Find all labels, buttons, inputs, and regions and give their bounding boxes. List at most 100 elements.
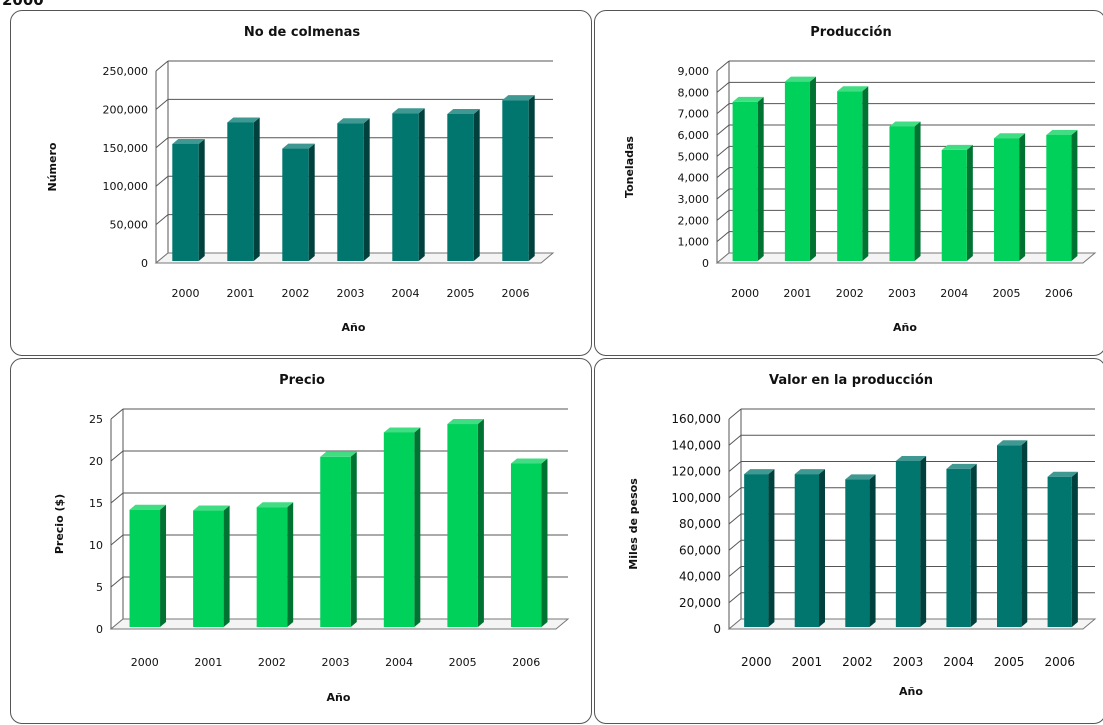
x-tick-label: 2003 [322,656,350,669]
y-axis-label: Miles de pesos [627,478,640,570]
bar-side [414,427,421,627]
y-tick-label: 160,000 [671,412,721,426]
bar [994,133,1026,261]
chart-panel-produccion: Producción 0 1,000 2,000 3,000 4,000 5,000 6,00… [594,10,1103,356]
bar [946,463,977,627]
bar-top [889,121,921,127]
chart-title: No de colmenas [244,25,360,40]
bar-side [757,96,764,261]
y-tick-label: 0 [713,622,721,636]
bar [794,469,825,627]
y-tick-label: 60,000 [679,543,721,557]
bar-side [768,469,775,627]
y-tick-label: 8,000 [678,86,710,99]
bar-front [1047,476,1072,627]
gridline-side [110,534,124,546]
bar-top [193,505,230,511]
y-tick-label: 40,000 [679,570,721,584]
bar-side [223,505,230,627]
bar-front [732,101,758,261]
bar-side [1019,133,1026,261]
gridline-side [155,137,169,149]
gridline-side [716,167,730,179]
gridline-side [155,60,169,72]
bar-front [845,479,870,627]
bar-top [282,143,315,149]
x-tick-label: 2006 [1045,287,1073,300]
x-tick-label: 2001 [194,656,222,669]
y-tick-label: 120,000 [671,465,721,479]
chart-panel-colmenas: No de colmenas 0 50,000 100,000 150,000 200,0… [10,10,592,356]
y-tick-label: 20,000 [679,596,721,610]
bar-side [920,456,927,627]
y-tick-label: 0 [141,257,148,270]
y-axis-label: Número [46,142,59,191]
bar [732,96,764,261]
y-tick-label: 0 [96,623,103,636]
chart-title: Valor en la producción [769,373,933,388]
gridline-side [110,450,124,462]
bar-top [227,117,260,123]
y-tick-label: 200,000 [103,103,149,116]
bar-top [744,469,775,475]
bar [889,121,921,261]
bar [392,108,425,262]
x-axis-label: Año [327,691,351,704]
gridline-side [728,513,742,525]
chart-panel-precio: Precio 0 5 10 15 20 25 2000 2001 2002 2003 2004 2005… [10,358,592,724]
bar [784,76,816,262]
y-tick-label: 0 [702,257,709,270]
bar-top [256,502,294,508]
bar-front [1046,135,1072,261]
gridline-side [728,539,742,551]
y-tick-label: 4,000 [678,172,710,185]
gridline-side [728,408,742,420]
bar [895,456,927,627]
bar-top [994,133,1026,139]
x-tick-label: 2001 [227,287,255,300]
gridline-side [728,487,742,499]
y-tick-label: 80,000 [679,517,721,531]
gridline-side [155,214,169,225]
bar-front [172,143,199,261]
bars [732,76,1078,262]
bar-top [837,86,869,92]
bar-side [350,451,357,627]
x-axis-label: Año [893,321,917,334]
bar-top [392,108,425,114]
y-tick-label: 250,000 [103,65,149,78]
x-tick-label: 2006 [1044,655,1075,669]
bar-front [282,148,309,261]
bar-front [193,510,224,627]
x-tick-label: 2001 [783,287,811,300]
y-axis-label: Precio ($) [53,494,66,554]
gridline-side [110,492,124,504]
bar-side [477,419,484,627]
y-tick-label: 100,000 [103,180,149,193]
bar-top [172,138,205,144]
bar [510,458,548,627]
gridline-side [716,188,730,200]
bar-side [473,109,480,262]
bar-front [794,474,819,627]
chart-svg: No de colmenas 0 50,000 100,000 150,000 200,0… [46,25,555,334]
bars [129,419,548,627]
bar [337,118,370,261]
gridline-side [155,99,169,110]
y-tick-label: 5 [96,581,103,594]
bar-front [895,461,921,627]
bar-front [392,113,419,262]
bar [129,504,167,627]
y-tick-label: 7,000 [678,108,710,121]
bar-front [941,149,967,261]
bar [502,95,535,262]
x-tick-label: 2005 [993,287,1021,300]
bar-top [784,76,816,82]
bar-side [818,469,825,627]
x-tick-label: 2005 [449,656,477,669]
bar [172,138,205,261]
bar-side [1021,440,1028,627]
bar [744,469,775,627]
bar-side [1071,130,1078,261]
bar-front [447,424,478,627]
